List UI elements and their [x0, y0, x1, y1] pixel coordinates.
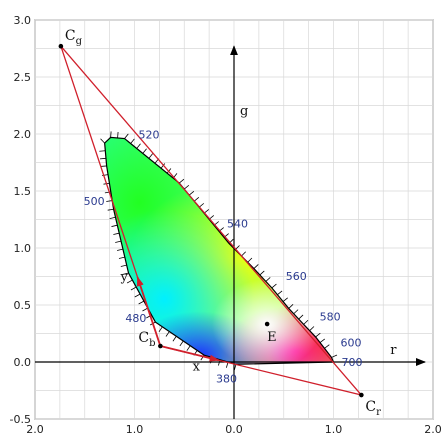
locus-tick: [309, 326, 315, 331]
locus-tick: [288, 304, 294, 309]
y-tick-label: 1.5: [14, 185, 32, 198]
wavelength-label: 500: [84, 195, 105, 208]
locus-tick: [293, 309, 299, 315]
locus-tick: [324, 344, 330, 349]
locus-tick: [122, 272, 129, 275]
locus-tick: [298, 314, 304, 320]
locus-tick: [100, 165, 107, 167]
locus-tick: [118, 256, 125, 259]
locus-tick: [111, 224, 118, 227]
wavelength-label: 560: [286, 270, 307, 283]
x-tick-label: 1.0: [325, 423, 343, 436]
locus-tick: [106, 200, 113, 202]
locus-tick: [319, 338, 326, 343]
locus-tick: [158, 326, 163, 333]
wavelength-label: 580: [320, 310, 341, 323]
y-tick-label: 2.5: [14, 71, 32, 84]
locus-tick: [142, 148, 147, 154]
locus-tick: [259, 270, 265, 276]
white-point-label: E: [267, 330, 277, 345]
labels: 2.0 1.0 0.0 1.0 2.0 3.0 2.5 2.0 1.5 1.0 0.5 0.0 -0.5…: [10, 14, 442, 436]
y-tick-label: 2.0: [14, 128, 32, 141]
points: [58, 43, 364, 398]
locus-tick: [124, 133, 129, 139]
locus-tick: [315, 332, 321, 338]
locus-tick: [142, 307, 148, 312]
locus-tick: [113, 232, 120, 235]
y-tick-label: 0.5: [14, 299, 32, 312]
locus-tick: [134, 293, 141, 298]
locus-tick: [107, 208, 114, 211]
locus-tick: [253, 264, 259, 269]
g-axis-label: g: [240, 104, 248, 119]
wavelength-label: 600: [341, 336, 362, 349]
wavelength-label: 480: [125, 312, 146, 325]
primary-point: [158, 343, 163, 349]
locus-tick: [172, 336, 177, 342]
axes: [35, 45, 426, 419]
triangle-outline: [60, 45, 364, 397]
y-tick-label: 3.0: [14, 14, 32, 27]
x-tick-label: 2.0: [26, 423, 44, 436]
locus-tick: [148, 153, 153, 159]
white-point: [264, 321, 270, 327]
primary-point: [58, 43, 64, 49]
wavelength-label: 520: [139, 129, 160, 142]
locus-tick: [183, 184, 190, 190]
x-arrow-label: x: [193, 359, 201, 374]
locus-tick: [115, 240, 122, 243]
r-axis-label: r: [390, 343, 397, 358]
locus-tick: [186, 345, 191, 351]
primary-label: Cr: [365, 399, 381, 418]
locus-tick: [193, 197, 200, 202]
locus-tick: [130, 138, 135, 144]
locus-tick: [99, 150, 106, 152]
y-tick-label: 0.0: [14, 356, 32, 369]
x-tick-label: 1.0: [126, 423, 144, 436]
locus-tick: [99, 157, 107, 160]
y-tick-label: 1.0: [14, 242, 32, 255]
wavelength-label: 540: [227, 217, 248, 230]
wavelength-label: 700: [342, 356, 363, 369]
locus-tick: [116, 248, 124, 251]
locus-tick: [160, 163, 166, 169]
x-tick-label: 0.0: [225, 423, 243, 436]
y-arrow-label: y: [119, 270, 128, 285]
locus-tick: [233, 364, 237, 371]
primary-label: Cb: [138, 330, 155, 349]
locus-tick: [120, 264, 127, 267]
locus-tick: [188, 190, 195, 196]
locus-tick: [126, 279, 133, 284]
locus-tick: [265, 277, 271, 282]
locus-tick: [100, 138, 105, 144]
primaries-triangle: [60, 45, 364, 397]
locus-tick: [165, 331, 170, 337]
y-arrow: [136, 276, 162, 347]
y-tick-label: -0.5: [10, 413, 31, 426]
locus-tick: [271, 283, 277, 289]
locus-tick: [109, 216, 116, 219]
locus-tick: [277, 290, 283, 296]
locus-tick: [303, 319, 309, 325]
x-tick-label: 2.0: [424, 423, 442, 436]
locus-tick: [241, 251, 247, 257]
locus-tick: [179, 178, 185, 184]
locus-tick: [179, 340, 184, 347]
x-arrow: [160, 345, 220, 362]
locus-tick: [138, 300, 145, 305]
locus-tick: [331, 354, 338, 358]
locus-tick: [198, 203, 205, 208]
locus-tick: [282, 297, 288, 302]
locus-tick: [247, 257, 253, 263]
primary-point: [359, 392, 364, 398]
locus-tick: [136, 143, 141, 149]
locus-tick: [130, 286, 137, 291]
wavelength-label: 380: [216, 372, 237, 385]
primary-label: Cg: [65, 28, 83, 47]
